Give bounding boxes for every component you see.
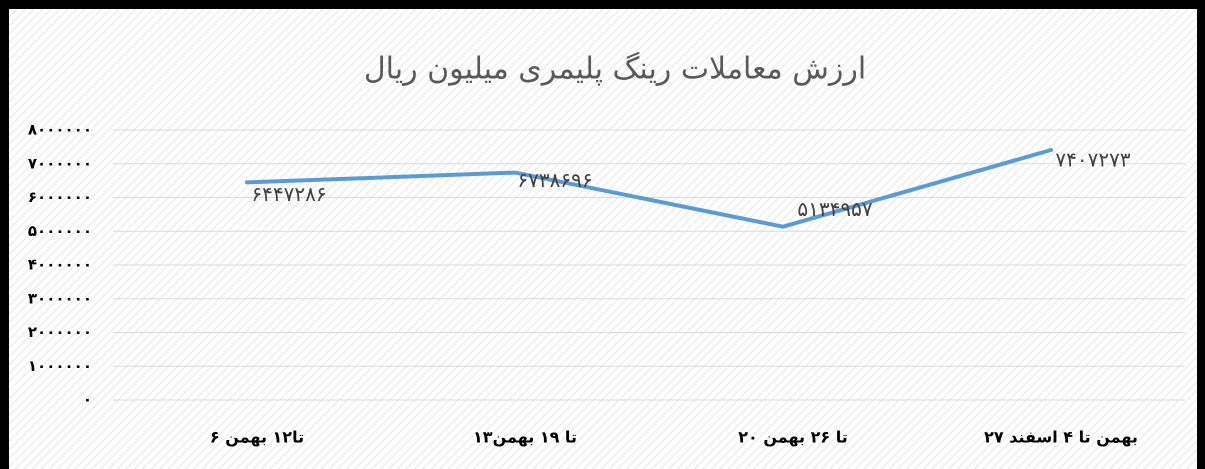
y-tick-label: ۵۰۰۰۰۰۰	[28, 222, 92, 240]
line	[245, 148, 1053, 229]
y-tick-label: ۴۰۰۰۰۰۰	[28, 256, 92, 274]
x-tick-label: ۶ تا۱۲ بهمن	[210, 428, 304, 447]
data-label: ۵۱۳۴۹۵۷	[797, 197, 872, 221]
y-tick-label: ۱۰۰۰۰۰۰	[28, 357, 92, 375]
y-tick-label: ۳۰۰۰۰۰۰	[28, 289, 92, 307]
x-tick-label: ۲۷ بهمن تا ۴ اسفند	[984, 428, 1138, 447]
data-label: ۶۴۴۷۲۸۶	[251, 182, 326, 206]
y-tick-label: ۷۰۰۰۰۰۰	[28, 154, 92, 172]
x-tick-label: ۲۰ تا ۲۶ بهمن	[738, 428, 848, 447]
chart-title: ارزش معاملات رینگ پلیمری میلیون ریال	[364, 52, 866, 87]
hatch-pattern	[9, 9, 1197, 469]
y-tick-label: ۲۰۰۰۰۰۰	[28, 323, 92, 341]
x-tick-label: ۱۳تا ۱۹ بهمن	[473, 428, 577, 447]
y-tick-label: ۰	[83, 391, 92, 409]
data-label: ۷۴۰۷۲۷۳	[1055, 148, 1130, 172]
data-label: ۶۷۳۸۶۹۶	[517, 168, 592, 192]
y-tick-label: ۸۰۰۰۰۰۰	[28, 121, 92, 139]
y-tick-label: ۶۰۰۰۰۰۰	[28, 188, 92, 206]
